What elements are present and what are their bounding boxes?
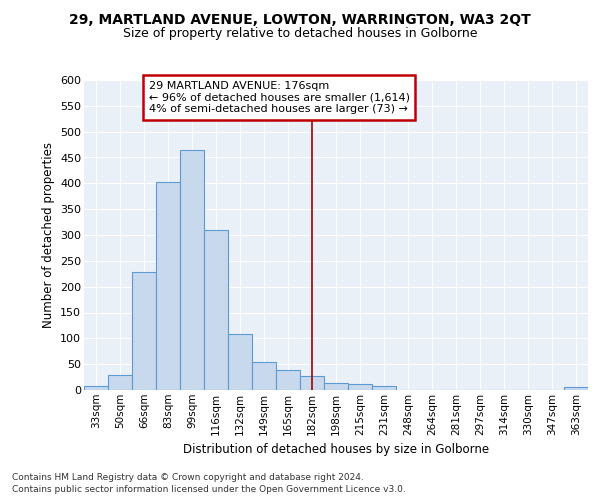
Text: Contains public sector information licensed under the Open Government Licence v3: Contains public sector information licen… <box>12 485 406 494</box>
Y-axis label: Number of detached properties: Number of detached properties <box>41 142 55 328</box>
Bar <box>372 386 396 390</box>
Text: 29 MARTLAND AVENUE: 176sqm
← 96% of detached houses are smaller (1,614)
4% of se: 29 MARTLAND AVENUE: 176sqm ← 96% of deta… <box>149 81 410 114</box>
Bar <box>300 376 324 390</box>
Text: Size of property relative to detached houses in Golborne: Size of property relative to detached ho… <box>123 28 477 40</box>
Text: Distribution of detached houses by size in Golborne: Distribution of detached houses by size … <box>183 442 489 456</box>
Bar <box>564 388 588 390</box>
Bar <box>180 150 204 390</box>
Bar <box>204 230 228 390</box>
Bar <box>324 383 348 390</box>
Bar <box>252 362 276 390</box>
Text: Contains HM Land Registry data © Crown copyright and database right 2024.: Contains HM Land Registry data © Crown c… <box>12 472 364 482</box>
Bar <box>348 384 372 390</box>
Bar <box>276 370 300 390</box>
Bar <box>228 334 252 390</box>
Text: 29, MARTLAND AVENUE, LOWTON, WARRINGTON, WA3 2QT: 29, MARTLAND AVENUE, LOWTON, WARRINGTON,… <box>69 12 531 26</box>
Bar <box>84 386 108 390</box>
Bar <box>108 374 132 390</box>
Bar <box>156 182 180 390</box>
Bar <box>132 272 156 390</box>
